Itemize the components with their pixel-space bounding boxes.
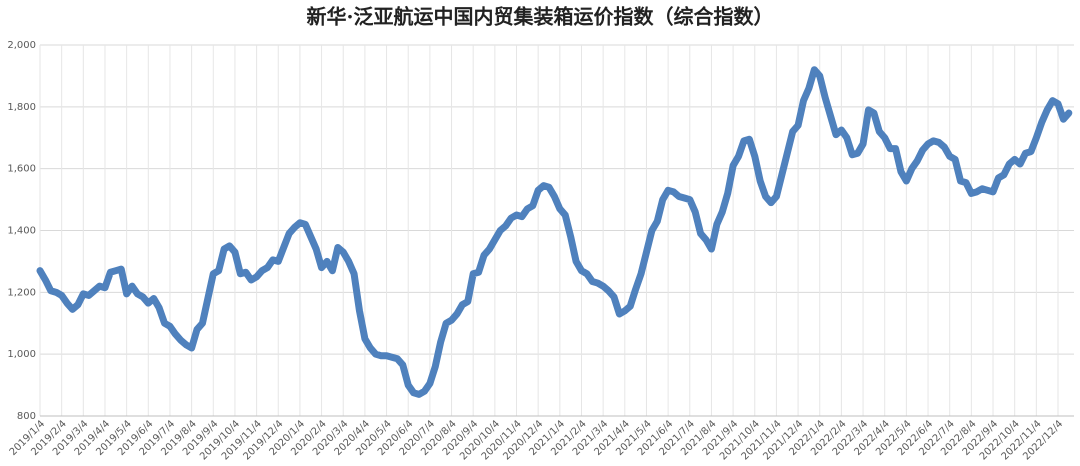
line bbox=[36, 66, 1073, 398]
y-tick-label: 800 bbox=[17, 411, 36, 422]
y-tick-label: 1,600 bbox=[7, 164, 36, 175]
y-tick-label: 1,400 bbox=[7, 226, 36, 237]
chart-title: 新华·泛亚航运中国内贸集装箱运价指数（综合指数） bbox=[307, 5, 774, 29]
y-tick-label: 1,200 bbox=[7, 287, 36, 298]
y-tick-label: 1,800 bbox=[7, 102, 36, 113]
y-tick-label: 2,000 bbox=[7, 40, 36, 51]
y-tick-label: 1,000 bbox=[7, 349, 36, 360]
